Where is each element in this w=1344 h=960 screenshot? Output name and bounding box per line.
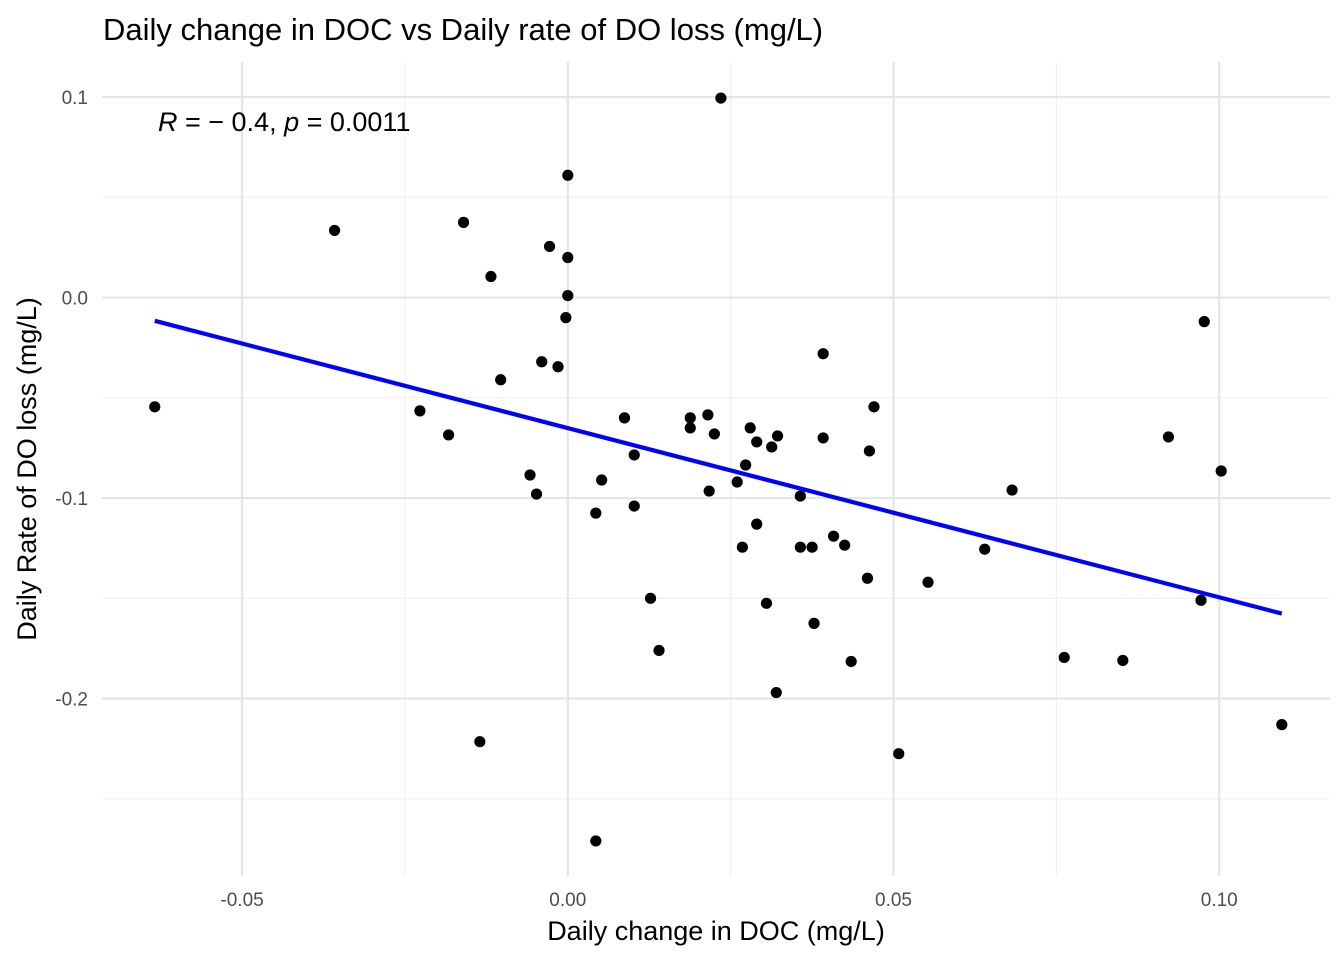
data-point — [684, 412, 696, 424]
data-point — [794, 541, 806, 553]
data-point — [845, 655, 857, 668]
x-axis-title: Daily change in DOC (mg/L) — [547, 916, 885, 946]
data-points — [149, 92, 1288, 847]
y-tick-label: 0.0 — [62, 289, 88, 310]
data-point — [702, 409, 714, 421]
data-point — [827, 530, 840, 542]
data-point — [1058, 651, 1070, 664]
data-point — [328, 224, 341, 237]
data-point — [770, 686, 782, 699]
data-point — [1117, 654, 1129, 667]
r-symbol: R — [158, 107, 178, 137]
data-point — [414, 405, 426, 417]
data-point — [628, 449, 640, 461]
data-point — [590, 835, 602, 847]
data-point — [1162, 431, 1175, 443]
data-point — [766, 441, 778, 453]
y-tick-label: 0.1 — [62, 88, 88, 109]
major-gridlines — [102, 62, 1330, 876]
data-point — [740, 459, 752, 471]
y-axis-tick-labels: -0.2 -0.1 0.0 0.1 — [55, 88, 88, 710]
data-point — [485, 270, 497, 283]
data-point — [562, 251, 574, 264]
x-tick-label: -0.05 — [220, 890, 263, 911]
y-tick-label: -0.1 — [55, 489, 88, 510]
data-point — [839, 539, 851, 551]
data-point — [751, 518, 763, 530]
data-point — [684, 422, 696, 434]
data-point — [808, 617, 820, 629]
data-point — [536, 356, 548, 368]
chart-title: Daily change in DOC vs Daily rate of DO … — [103, 12, 823, 47]
data-point — [751, 436, 763, 448]
correlation-annotation: R = − 0.4, p = 0.0011 — [158, 107, 410, 137]
data-point — [562, 289, 574, 302]
data-point — [806, 541, 818, 553]
data-point — [1198, 316, 1210, 328]
data-point — [474, 736, 486, 748]
data-point — [744, 422, 756, 434]
r-value: = − 0.4, — [178, 107, 285, 137]
data-point — [590, 507, 602, 519]
data-point — [457, 216, 470, 228]
y-tick-label: -0.2 — [55, 690, 88, 711]
data-point — [1276, 719, 1288, 731]
data-point — [653, 644, 665, 657]
data-point — [863, 445, 876, 457]
regression-line — [154, 318, 1283, 616]
data-point — [560, 312, 572, 324]
data-point — [794, 490, 806, 502]
data-point — [442, 429, 455, 441]
data-point — [644, 592, 657, 604]
x-tick-label: 0.05 — [875, 890, 912, 911]
data-point — [1215, 465, 1227, 477]
x-tick-label: 0.00 — [549, 890, 586, 911]
y-axis-title: Daily Rate of DO loss (mg/L) — [12, 297, 42, 641]
data-point — [1195, 594, 1207, 606]
data-point — [495, 374, 507, 386]
data-point — [1006, 484, 1018, 496]
x-tick-label: 0.10 — [1201, 890, 1238, 911]
data-point — [552, 361, 564, 373]
data-point — [524, 469, 536, 481]
data-point — [731, 476, 743, 488]
data-point — [149, 401, 161, 413]
data-point — [708, 428, 720, 440]
data-point — [922, 576, 934, 588]
data-point — [868, 401, 880, 413]
data-point — [543, 240, 556, 253]
data-point — [771, 430, 784, 442]
data-point — [817, 348, 829, 360]
data-point — [618, 412, 631, 424]
data-point — [596, 474, 608, 486]
minor-gridlines — [102, 62, 1330, 876]
data-point — [736, 541, 748, 553]
data-point — [715, 92, 727, 104]
data-point — [562, 169, 574, 181]
data-point — [530, 488, 543, 500]
data-point — [703, 485, 715, 497]
data-point — [861, 572, 874, 584]
p-symbol: p — [283, 107, 299, 137]
data-point — [979, 543, 991, 555]
data-point — [817, 432, 829, 444]
data-point — [628, 500, 640, 512]
x-axis-tick-labels: -0.05 0.00 0.05 0.10 — [220, 890, 1237, 911]
data-point — [760, 597, 773, 609]
data-point — [893, 748, 905, 760]
p-value: = 0.0011 — [299, 107, 410, 137]
